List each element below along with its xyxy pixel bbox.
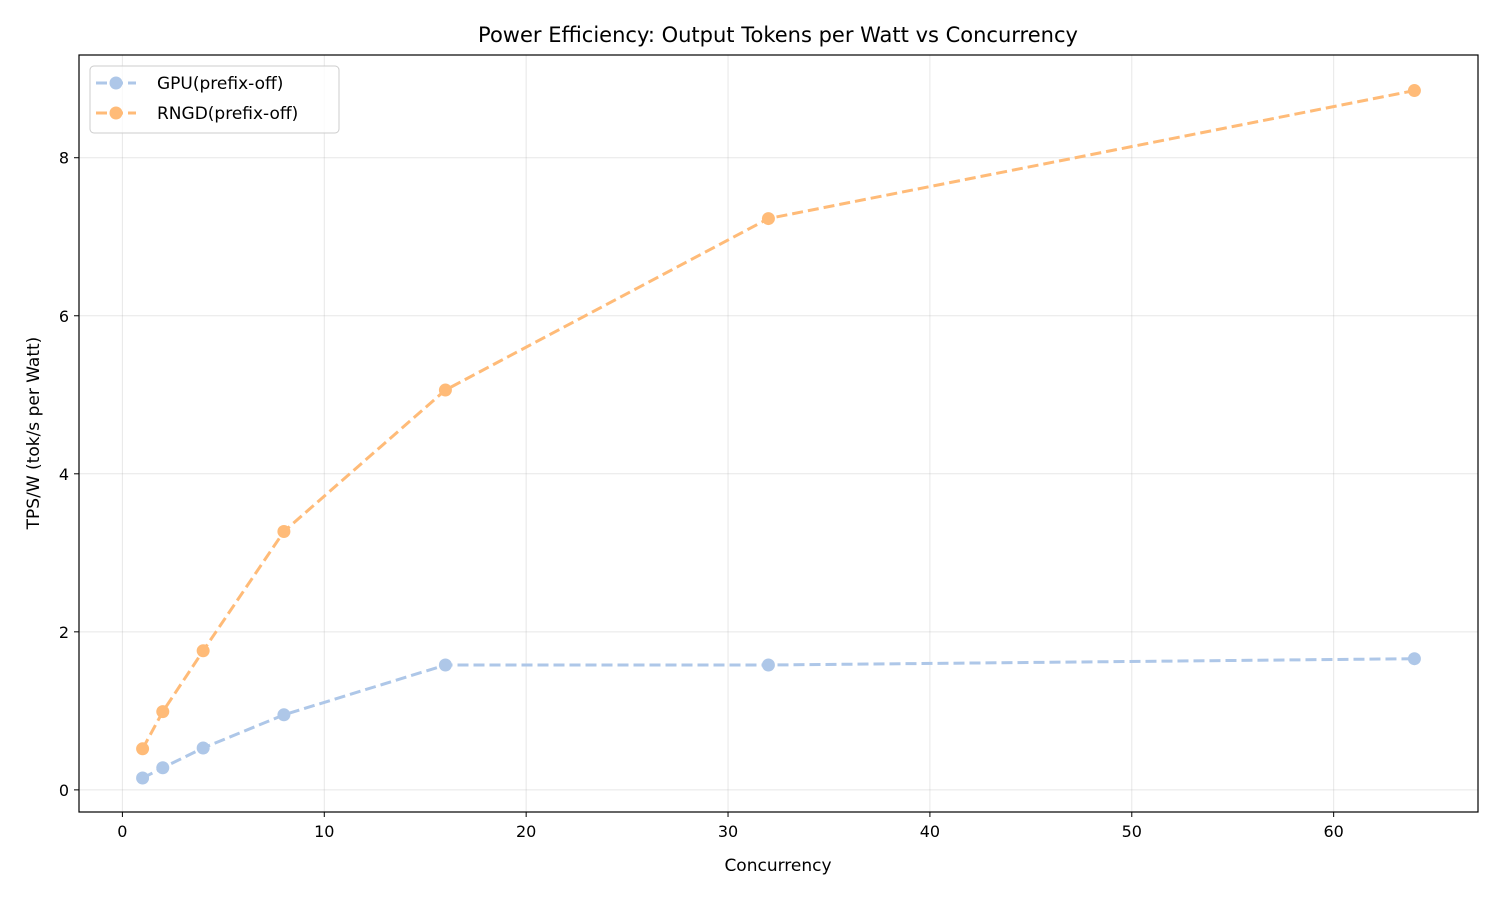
series-line-rngd xyxy=(141,89,1415,750)
ticks: 0 10 20 30 40 50 60 0 2 4 6 8 xyxy=(59,149,1344,841)
grid xyxy=(79,55,1478,812)
data-point xyxy=(196,644,210,658)
legend-marker xyxy=(109,76,123,90)
series-line-gpu xyxy=(141,657,1415,780)
y-tick-label: 6 xyxy=(59,307,69,326)
legend-box xyxy=(89,65,340,134)
x-tick-label: 60 xyxy=(1323,822,1343,841)
x-tick-label: 10 xyxy=(314,822,334,841)
data-point xyxy=(136,742,150,756)
y-tick-label: 2 xyxy=(59,623,69,642)
y-tick-label: 4 xyxy=(59,465,69,484)
data-point xyxy=(761,212,775,226)
data-point xyxy=(277,708,291,722)
data-point xyxy=(196,741,210,755)
y-tick-label: 0 xyxy=(59,781,69,800)
x-tick-label: 40 xyxy=(920,822,940,841)
x-tick-label: 30 xyxy=(718,822,738,841)
data-point xyxy=(156,705,170,719)
data-point xyxy=(761,658,775,672)
data-point xyxy=(156,761,170,775)
x-axis-label: Concurrency xyxy=(724,856,831,876)
data-point xyxy=(1407,652,1421,666)
data-point xyxy=(1407,84,1421,98)
y-tick-label: 8 xyxy=(59,149,69,168)
series-layer xyxy=(136,84,1421,785)
legend: GPU(prefix-off) RNGD(prefix-off) xyxy=(89,65,340,134)
legend-label: RNGD(prefix-off) xyxy=(157,104,298,124)
data-point xyxy=(438,658,452,672)
chart-title: Power Efficiency: Output Tokens per Watt… xyxy=(478,23,1078,47)
x-tick-label: 20 xyxy=(516,822,536,841)
x-tick-label: 0 xyxy=(117,822,127,841)
legend-marker xyxy=(109,106,123,120)
plot-frame xyxy=(78,54,1479,813)
data-point xyxy=(277,524,291,538)
legend-label: GPU(prefix-off) xyxy=(157,74,283,94)
data-point xyxy=(438,383,452,397)
x-tick-label: 50 xyxy=(1122,822,1142,841)
y-axis-label: TPS/W (tok/s per Watt) xyxy=(24,337,44,531)
data-point xyxy=(136,771,150,785)
